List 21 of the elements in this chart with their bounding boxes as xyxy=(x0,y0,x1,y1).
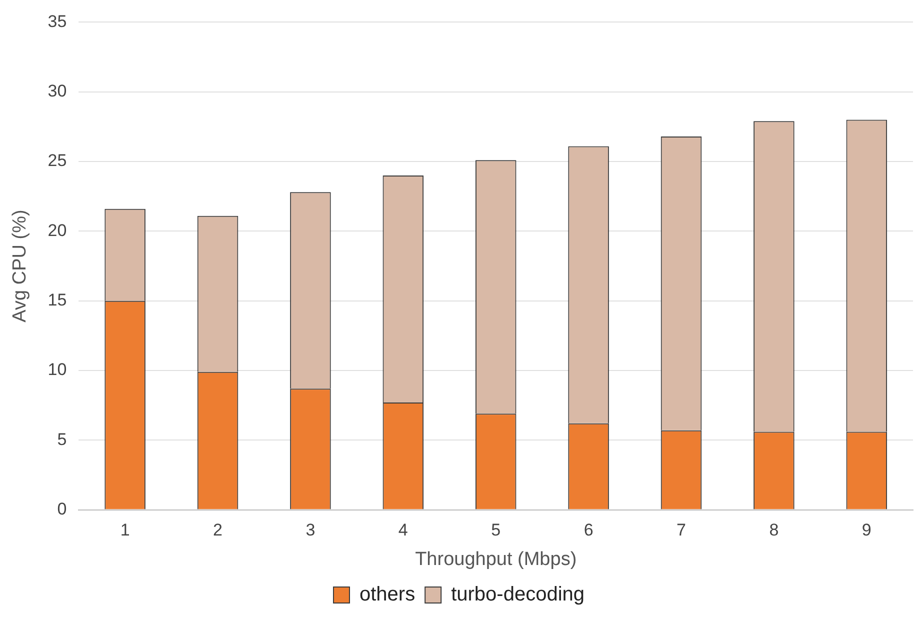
x-tick-label: 9 xyxy=(862,520,872,540)
x-tick-label: 4 xyxy=(398,520,408,540)
x-tick-label: 7 xyxy=(676,520,686,540)
x-tick-label: 8 xyxy=(769,520,779,540)
y-tick-label: 15 xyxy=(48,290,67,310)
x-tick-label: 6 xyxy=(584,520,594,540)
x-axis-title: Throughput (Mbps) xyxy=(415,548,577,570)
legend-label: turbo-decoding xyxy=(451,584,585,606)
x-tick-label: 3 xyxy=(306,520,316,540)
y-tick-label: 35 xyxy=(48,12,67,31)
y-tick-label: 25 xyxy=(48,151,67,170)
y-tick-label: 30 xyxy=(48,82,67,101)
y-tick-label: 20 xyxy=(48,220,67,240)
y-axis-title: Avg CPU (%) xyxy=(10,210,31,322)
y-tick-label: 0 xyxy=(57,499,67,518)
y-tick-label: 10 xyxy=(48,360,67,380)
x-tick-label: 1 xyxy=(120,520,130,540)
x-tick-label: 2 xyxy=(213,520,222,540)
x-tick-label: 5 xyxy=(491,520,501,540)
y-tick-label: 5 xyxy=(57,430,67,449)
legend-label: others xyxy=(359,584,416,606)
